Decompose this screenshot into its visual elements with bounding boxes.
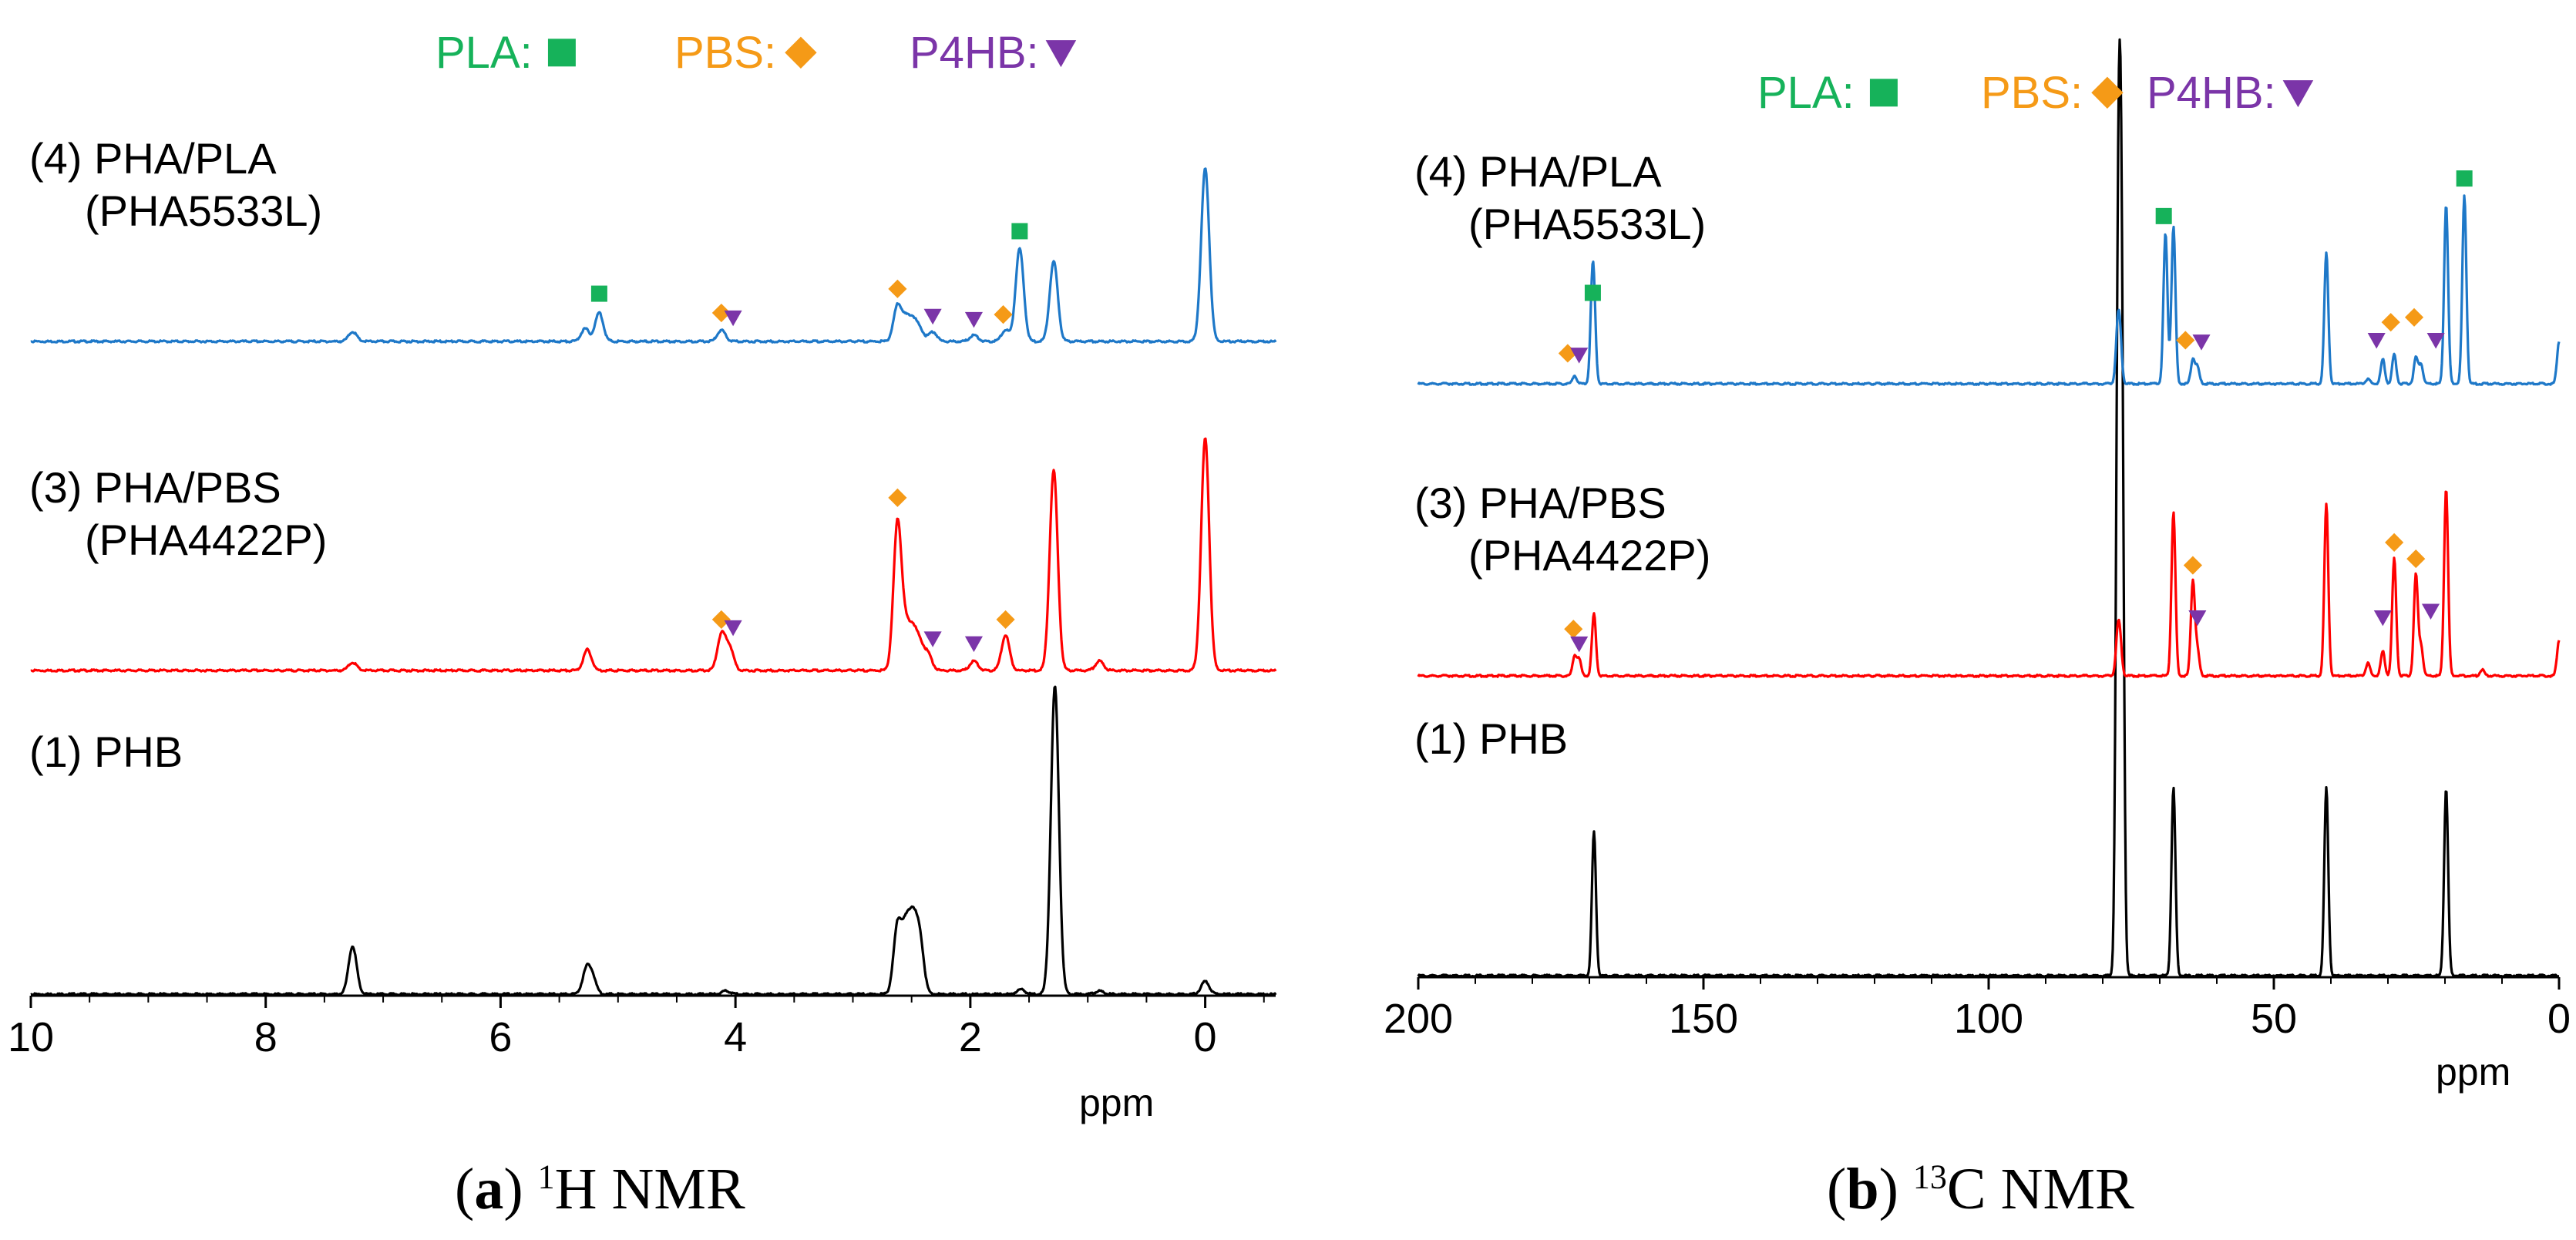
panel-a-tick-label: 6 (489, 1014, 512, 1060)
panel-a-peak-marker-triangle-down (964, 636, 983, 653)
panel-b-series-label: (3) PHA/PBS (1414, 479, 1666, 527)
panel-a-series-2-spectrum (30, 167, 1277, 344)
panel-a-peak-marker-diamond (888, 488, 907, 507)
panel-a-tick-label: 2 (959, 1014, 982, 1060)
panel-a-peak-marker-diamond (711, 610, 731, 629)
panel-b-series-label: (1) PHB (1414, 714, 1568, 763)
panel-b-chart: 200 150 100 50 0 ppm (1) PHB (3) PHA/PBS(PHA442… (1384, 38, 2571, 1094)
caption-b: (b) 13C NMR (1827, 1157, 2134, 1222)
panel-a-peak-marker-diamond (711, 303, 731, 323)
panel-b-peak-marker-diamond (2385, 533, 2404, 552)
panel-a-legend-marker-triangle-down (1045, 40, 1077, 68)
panel-a-legend-marker-diamond (785, 36, 817, 69)
panel-a-peak-marker-diamond (888, 279, 907, 298)
panel-a-peak-marker-triangle-down (724, 310, 742, 327)
caption-a-superscript: 1 (537, 1158, 555, 1196)
panel-b-legend-marker-square (1869, 79, 1898, 107)
panel-b-peak-marker-diamond (2406, 549, 2426, 569)
caption-a: (a) 1H NMR (455, 1157, 745, 1222)
panel-a-series-0-spectrum (30, 685, 1277, 996)
panel-a-tick-label: 0 (1194, 1014, 1217, 1060)
panel-a-chart: 10 8 6 4 2 0 ppm (1) PHB (3) PHA/PBS(PHA4422P) (4… (8, 28, 1277, 1124)
panel-b-legend-label: PBS: (1981, 68, 2083, 118)
panel-b-tick-label: 100 (1954, 996, 2023, 1042)
panel-b-xlabel: ppm (2436, 1050, 2510, 1094)
panel-a-legend-label: P4HB: (910, 28, 1039, 78)
panel-b-peak-marker-diamond (2381, 313, 2400, 332)
panel-b-tick-label: 150 (1669, 996, 1738, 1042)
panel-b-peak-marker-diamond (2183, 556, 2202, 575)
panel-b-peak-marker-square (2456, 170, 2473, 187)
panel-a-series-sublabel: (PHA5533L) (85, 187, 322, 235)
panel-a-series-label: (4) PHA/PLA (29, 134, 277, 183)
panel-b-legend-marker-triangle-down (2282, 80, 2314, 108)
panel-b-peak-marker-triangle-down (2192, 334, 2211, 351)
panel-a-peak-marker-diamond (994, 305, 1013, 324)
panel-a-series-1-spectrum (30, 437, 1277, 673)
panel-b-peak-marker-diamond (2176, 331, 2195, 350)
panel-b-peak-marker-triangle-down (1570, 636, 1589, 653)
panel-a-peak-marker-triangle-down (923, 308, 942, 325)
panel-b-series-label: (4) PHA/PLA (1414, 147, 1662, 196)
panel-a-legend-label: PLA: (435, 28, 533, 78)
panel-b-peak-marker-diamond (1564, 620, 1583, 639)
panel-a-legend-label: PBS: (674, 28, 776, 78)
panel-a-peak-marker-triangle-down (964, 311, 983, 328)
panel-b-series-sublabel: (PHA4422P) (1468, 531, 1710, 580)
panel-a-peak-marker-triangle-down (724, 620, 742, 637)
caption-b-letter: b (1846, 1157, 1879, 1222)
panel-a-peak-marker-diamond (996, 610, 1015, 629)
caption-a-letter: a (474, 1157, 504, 1222)
panel-b-peak-marker-square (1584, 284, 1601, 301)
panel-b-tick-label: 50 (2251, 996, 2297, 1042)
caption-b-title: C NMR (1946, 1157, 2134, 1222)
panel-a-tick-label: 10 (8, 1014, 54, 1060)
panel-b-peak-marker-diamond (2404, 307, 2424, 327)
panel-b-peak-marker-square (2155, 207, 2172, 224)
panel-b-series-sublabel: (PHA5533L) (1468, 200, 1706, 248)
panel-b-peak-marker-triangle-down (2421, 603, 2440, 620)
panel-b-peak-marker-triangle-down (2188, 610, 2207, 627)
panel-a-tick-label: 8 (254, 1014, 277, 1060)
panel-b-peak-marker-triangle-down (2426, 333, 2445, 349)
panel-a-peak-marker-square (1011, 223, 1028, 240)
panel-b-series-2-spectrum (1417, 194, 2561, 386)
caption-a-title: H NMR (554, 1157, 745, 1222)
panel-a-peak-marker-triangle-down (923, 631, 942, 647)
panel-a-peak-marker-square (590, 285, 607, 302)
panel-a-tick-label: 4 (724, 1014, 747, 1060)
panel-b-tick-label: 200 (1384, 996, 1453, 1042)
panel-b-tick-label: 0 (2547, 996, 2571, 1042)
panel-b-series-1-spectrum (1417, 490, 2561, 678)
panel-b-peak-marker-triangle-down (2367, 333, 2386, 349)
panel-b-series-0-spectrum (1417, 38, 2560, 978)
panel-b-legend-label: P4HB: (2147, 68, 2276, 118)
panel-b-legend-label: PLA: (1757, 68, 1855, 118)
panel-a-xlabel: ppm (1079, 1081, 1154, 1124)
panel-b-legend-marker-diamond (2091, 76, 2124, 109)
caption-b-superscript: 13 (1912, 1158, 1947, 1196)
panel-a-series-sublabel: (PHA4422P) (85, 516, 327, 564)
panel-b-peak-marker-triangle-down (1570, 348, 1589, 364)
panel-a-legend-marker-square (547, 39, 576, 67)
panel-a-series-label: (1) PHB (29, 728, 183, 776)
panel-a-series-label: (3) PHA/PBS (29, 463, 281, 512)
panel-b-peak-marker-triangle-down (2373, 610, 2392, 627)
